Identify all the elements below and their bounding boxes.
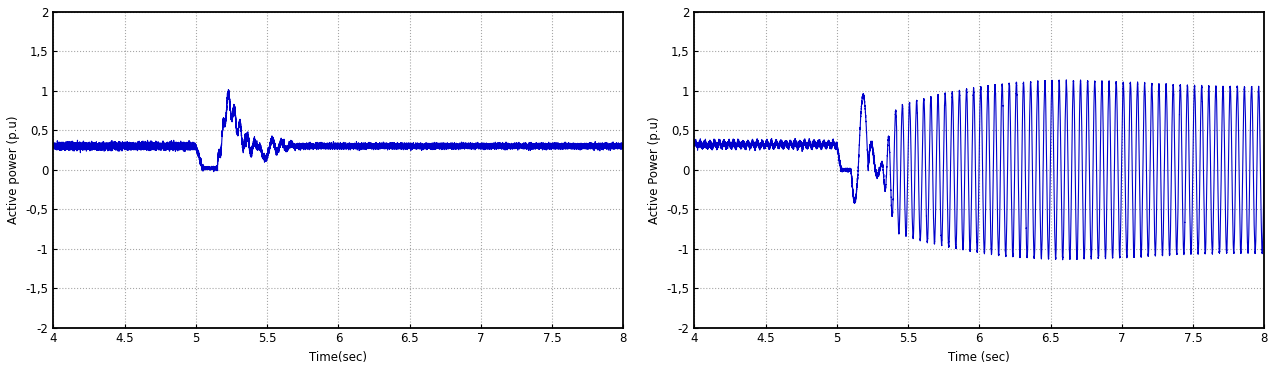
X-axis label: Time(sec): Time(sec) [310, 351, 367, 364]
Y-axis label: Active Power (p.u): Active Power (p.u) [648, 116, 660, 224]
X-axis label: Time (sec): Time (sec) [949, 351, 1010, 364]
Y-axis label: Active power (p.u): Active power (p.u) [6, 115, 20, 224]
